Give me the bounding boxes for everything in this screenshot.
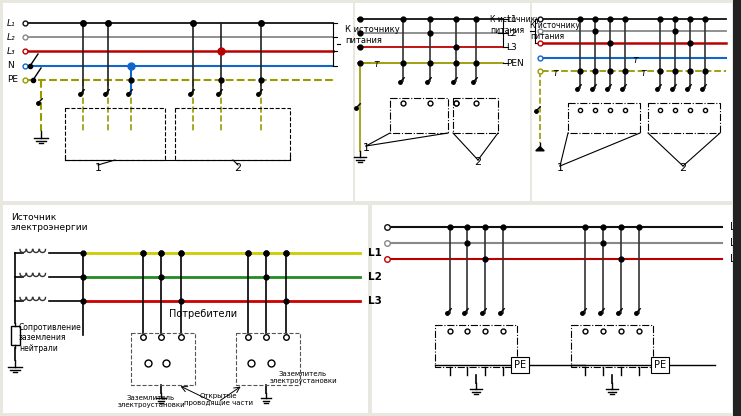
Polygon shape xyxy=(536,146,544,151)
Text: 2: 2 xyxy=(234,163,242,173)
Text: L3: L3 xyxy=(733,39,741,47)
Text: Открытые
проводящие части: Открытые проводящие части xyxy=(184,393,253,406)
Text: К источнику
питания: К источнику питания xyxy=(345,25,399,45)
Text: Заземлитель
электроустановки: Заземлитель электроустановки xyxy=(117,395,185,408)
Text: К источнику
питания: К источнику питания xyxy=(530,21,580,41)
Text: Сопротивление
заземления
нейтрали: Сопротивление заземления нейтрали xyxy=(19,323,82,353)
Bar xyxy=(3,205,368,413)
Text: Потребители: Потребители xyxy=(169,309,237,319)
Text: L1: L1 xyxy=(733,15,741,23)
Bar xyxy=(355,3,530,201)
Text: PE: PE xyxy=(654,360,666,370)
Text: т: т xyxy=(640,68,646,78)
Text: 1: 1 xyxy=(556,163,563,173)
Bar xyxy=(10,326,19,345)
Text: L3: L3 xyxy=(506,42,516,52)
Text: PE: PE xyxy=(733,67,741,75)
Text: PE: PE xyxy=(514,360,526,370)
Bar xyxy=(648,103,720,133)
Text: Источник
электроэнергии: Источник электроэнергии xyxy=(11,213,88,233)
Bar xyxy=(175,108,290,160)
Bar xyxy=(571,325,653,367)
Bar xyxy=(453,98,498,133)
Text: L₁: L₁ xyxy=(7,18,16,27)
Bar xyxy=(733,0,741,416)
Bar xyxy=(131,333,195,385)
Text: L3: L3 xyxy=(368,296,382,306)
Bar xyxy=(372,205,732,413)
Text: L₂: L₂ xyxy=(7,32,16,42)
Text: L1: L1 xyxy=(368,248,382,258)
Bar xyxy=(3,3,353,201)
Text: L3: L3 xyxy=(730,254,741,264)
Text: т: т xyxy=(552,68,558,78)
Text: т: т xyxy=(632,55,638,65)
Bar xyxy=(65,108,165,160)
Text: L2: L2 xyxy=(730,238,741,248)
Bar xyxy=(236,333,300,385)
Text: PE: PE xyxy=(7,75,18,84)
Text: N: N xyxy=(7,62,14,70)
Text: L1: L1 xyxy=(506,15,516,23)
Text: Заземлитель
электроустановки: Заземлитель электроустановки xyxy=(269,371,337,384)
Text: 1: 1 xyxy=(362,143,370,153)
Text: т: т xyxy=(373,59,379,69)
Bar xyxy=(532,3,732,201)
Bar xyxy=(390,98,448,133)
Text: L1: L1 xyxy=(730,222,741,232)
Text: 2: 2 xyxy=(474,157,482,167)
Text: 2: 2 xyxy=(679,163,687,173)
Text: PEN: PEN xyxy=(506,59,524,67)
Text: L2: L2 xyxy=(368,272,382,282)
Text: N: N xyxy=(733,54,740,62)
Text: 1: 1 xyxy=(95,163,102,173)
Text: L₃: L₃ xyxy=(7,47,16,55)
Text: L2: L2 xyxy=(506,29,516,37)
Bar xyxy=(568,103,640,133)
Text: К источнику
питания: К источнику питания xyxy=(490,15,540,35)
Bar xyxy=(435,325,517,367)
Text: L2: L2 xyxy=(733,27,741,35)
